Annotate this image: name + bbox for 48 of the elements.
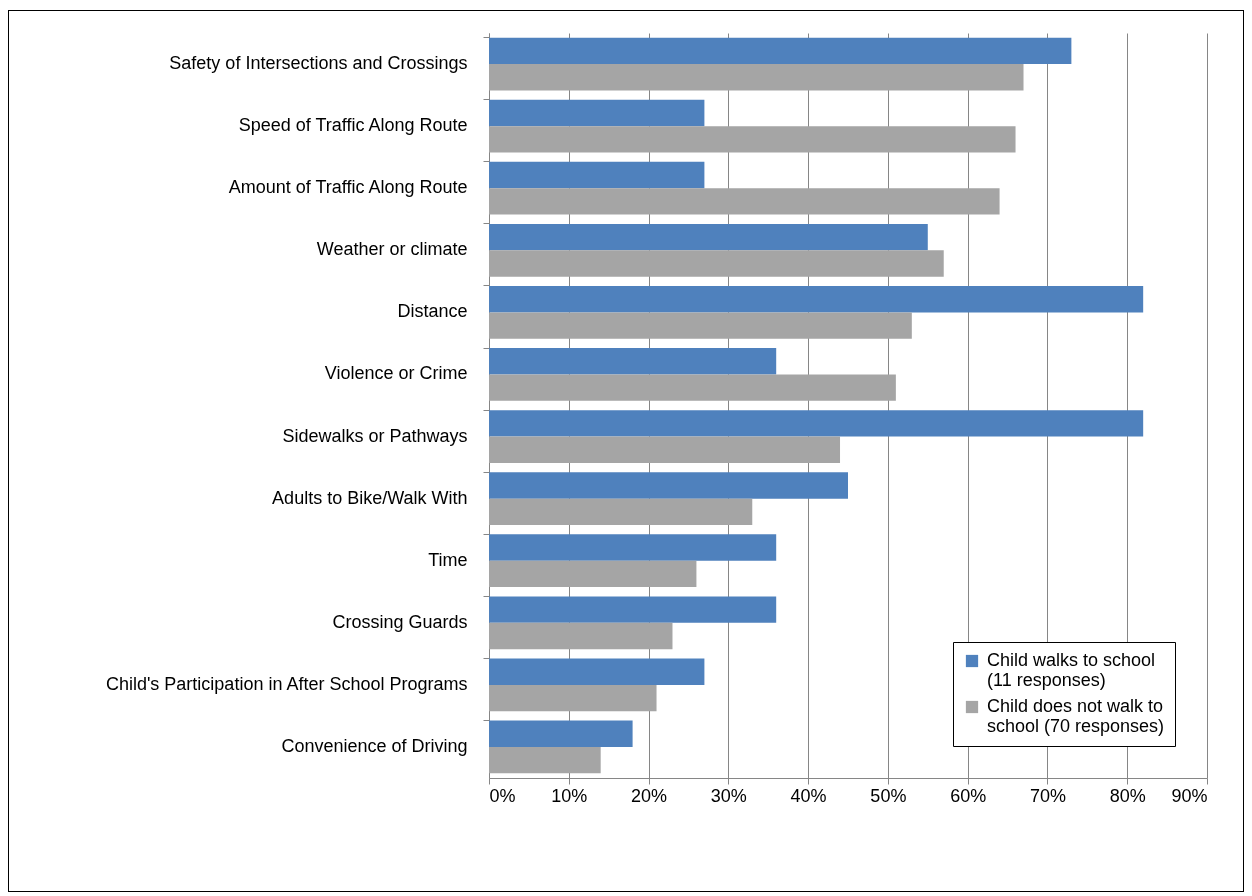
bar: [489, 285, 1144, 313]
bar: [489, 410, 1144, 437]
bar: [489, 596, 777, 623]
x-tick-label: 10%: [551, 785, 588, 806]
bar: [489, 622, 673, 650]
x-tick-label: 50%: [870, 785, 907, 806]
bar: [489, 37, 1072, 65]
x-tick-label: 60%: [950, 785, 987, 806]
bar: [489, 374, 896, 401]
bar: [489, 560, 697, 588]
x-tick-label: 20%: [631, 785, 668, 806]
y-tick-label: Adults to Bike/Walk With: [272, 487, 468, 508]
x-tick-label: 80%: [1109, 785, 1146, 806]
x-tick-label: 90%: [1171, 785, 1208, 806]
y-tick-label: Crossing Guards: [332, 611, 468, 632]
bar: [489, 312, 912, 339]
bar: [489, 472, 848, 499]
x-tick-label: 70%: [1029, 785, 1066, 806]
bar: [489, 720, 633, 747]
y-tick-label: Time: [428, 549, 468, 570]
y-tick-label: Violence or Crime: [324, 363, 468, 384]
bar: [489, 126, 1016, 153]
x-tick-label: 40%: [790, 785, 827, 806]
x-tick-label: 0%: [489, 785, 516, 806]
legend-label: Child walks to school (11 responses): [987, 650, 1156, 690]
bar: [489, 684, 657, 712]
legend-label: Child does not walk to school (70 responses): [987, 696, 1165, 736]
bar: [489, 188, 1000, 215]
bar: [489, 498, 753, 526]
bar: [489, 534, 777, 561]
y-tick-label: Child's Participation in After School Programs: [105, 673, 468, 694]
bar: [489, 161, 705, 189]
x-tick-label: 30%: [710, 785, 747, 806]
y-tick-label: Safety of Intersections and Crossings: [169, 53, 468, 74]
bar: [489, 436, 841, 463]
bar: [489, 250, 944, 277]
y-tick-label: Convenience of Driving: [281, 735, 468, 756]
bar: [489, 348, 777, 375]
bar: [489, 99, 705, 127]
y-tick-label: Distance: [397, 301, 468, 322]
y-tick-label: Amount of Traffic Along Route: [228, 177, 468, 198]
bar: [489, 223, 928, 251]
bar: [489, 658, 705, 685]
bar: [489, 746, 601, 774]
bar: [489, 64, 1024, 91]
y-tick-label: Speed of Traffic Along Route: [238, 115, 468, 136]
y-tick-label: Weather or climate: [316, 239, 468, 260]
y-tick-label: Sidewalks or Pathways: [282, 425, 468, 446]
